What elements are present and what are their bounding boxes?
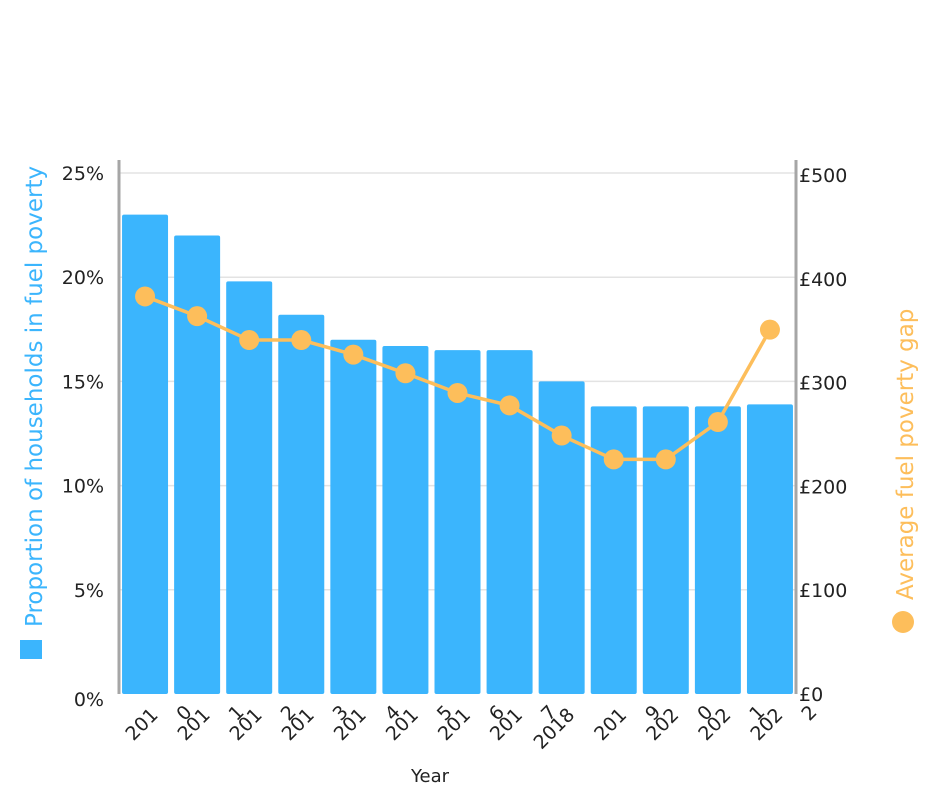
left-tick-label: 15% <box>62 371 104 393</box>
bar <box>382 345 429 694</box>
right-tick-label: £300 <box>799 373 847 395</box>
bar <box>642 406 689 694</box>
right-axis-title-group: Average fuel poverty gap <box>892 309 919 633</box>
x-axis-title: Year <box>410 766 450 787</box>
left-axis-title: Proportion of households in fuel poverty <box>22 166 48 627</box>
right-tick-label: £500 <box>799 165 847 187</box>
line-point <box>707 412 728 433</box>
bar <box>122 214 169 694</box>
left-axis-title-group: Proportion of households in fuel poverty <box>20 166 48 659</box>
right-axis-title: Average fuel poverty gap <box>893 309 919 600</box>
left-tick-label: 5% <box>74 580 104 602</box>
bar <box>330 339 377 694</box>
right-legend-circle <box>892 611 914 633</box>
line-point <box>291 330 312 351</box>
bar <box>174 235 221 694</box>
line-point <box>655 449 676 470</box>
right-tick-label: £0 <box>799 684 823 706</box>
line-point <box>135 286 156 307</box>
line-series <box>135 286 780 470</box>
line-point <box>239 330 260 351</box>
left-axis-ticks: 0% 5% 10% 15% 20% 25% <box>62 163 104 711</box>
line-point <box>395 363 416 384</box>
bar <box>694 406 741 694</box>
x-tick-label-line: 201 <box>121 704 162 745</box>
bar <box>590 406 637 694</box>
line-point <box>759 319 780 340</box>
left-tick-label: 25% <box>62 163 104 185</box>
left-tick-label: 0% <box>74 689 104 711</box>
line-point <box>343 344 364 365</box>
line-point <box>603 449 624 470</box>
bar <box>226 281 273 694</box>
bar <box>538 381 585 694</box>
right-tick-label: £400 <box>799 269 847 291</box>
left-tick-label: 20% <box>62 267 104 289</box>
bar <box>486 350 533 694</box>
line-point <box>447 382 468 403</box>
left-tick-label: 10% <box>62 476 104 498</box>
x-tick-label-line: 201 <box>590 704 631 745</box>
line-point <box>187 306 208 327</box>
bar <box>278 314 325 694</box>
bar <box>746 404 793 694</box>
right-axis-ticks: £0 £100 £200 £300 £400 £500 <box>799 165 847 706</box>
bar-series <box>122 214 793 694</box>
right-tick-label: £200 <box>799 476 847 498</box>
left-legend-square <box>20 640 42 659</box>
right-tick-label: £100 <box>799 580 847 602</box>
line-point <box>551 425 572 446</box>
line-point <box>499 395 520 416</box>
bar <box>434 350 481 694</box>
